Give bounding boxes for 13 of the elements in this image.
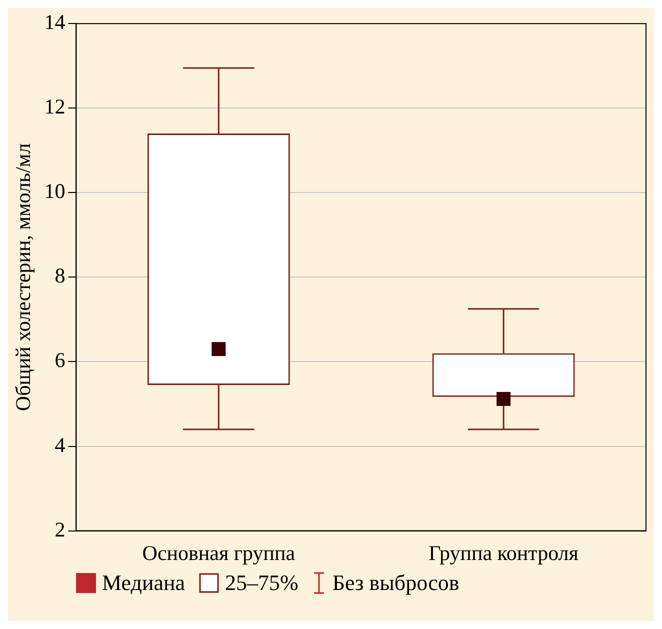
y-tick-label: 10 [44, 179, 66, 204]
y-tick-label: 12 [44, 94, 66, 119]
text: 25–75% [225, 570, 298, 596]
y-tick-label: 2 [54, 517, 66, 542]
y-axis-title: Общий холестерин, ммоль/мл [11, 143, 36, 412]
x-tick-label: Основная группа [142, 540, 296, 565]
y-tick-label: 14 [44, 10, 66, 34]
text: Медиана [102, 570, 186, 596]
x-tick-label: Группа контроля [428, 540, 579, 565]
y-tick-label: 8 [54, 264, 66, 288]
y-tick-label: 6 [54, 348, 66, 372]
y-tick-label: 4 [54, 432, 66, 457]
text: Без выбросов [332, 570, 460, 596]
